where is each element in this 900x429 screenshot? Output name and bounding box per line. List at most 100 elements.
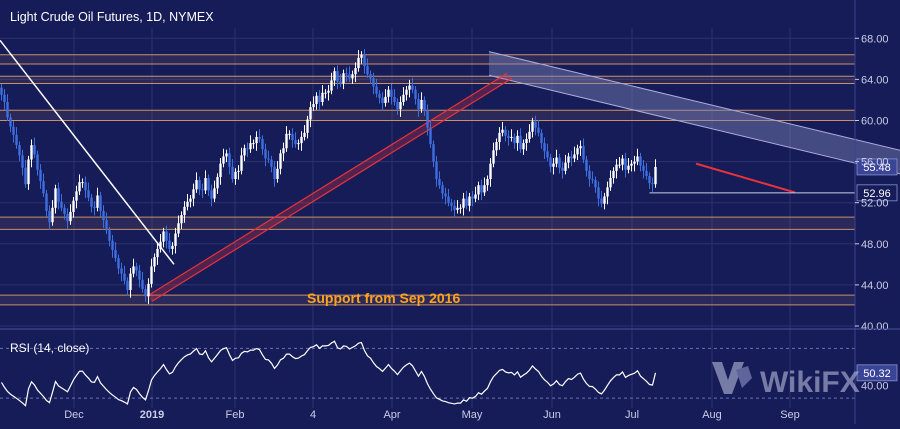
candle [591,171,594,184]
candle [108,226,111,247]
candle [414,86,417,105]
candle-body [522,143,525,150]
candle-body [384,96,387,104]
candle-body [255,136,258,144]
candle [429,119,432,148]
price-label: 52.96 [863,188,891,200]
y-tick-label: 44.00 [861,280,889,292]
candle-body [144,289,147,297]
candle-body [135,266,138,271]
candle-body [573,154,576,159]
candle [498,127,501,150]
candle [84,176,87,199]
candle [531,117,534,138]
candle [564,154,567,175]
y-tick-label: 64.00 [861,74,889,86]
candle-body [561,167,564,171]
candle [96,187,99,212]
candlesticks [0,49,657,304]
candle-body [603,196,606,204]
candle [372,72,375,95]
candle-body [54,188,57,208]
trendline-rising-red-lower [151,77,513,302]
x-tick-label: Sep [780,409,800,421]
candle-body [45,193,48,211]
rsi-value-box [856,364,898,382]
candle-body [498,132,501,143]
candle [516,130,519,151]
candle [9,113,12,133]
candle [189,194,192,208]
candle [258,129,261,143]
candle-body [651,183,654,185]
support-annotation: Support from Sep 2016 [307,290,460,306]
candle [69,204,72,225]
candle [441,181,444,200]
x-tick-label: 4 [310,409,316,421]
candle [594,176,597,193]
candle-body [39,169,42,182]
candle-body [480,185,483,193]
candle-body [57,188,60,202]
candle-body [645,170,648,176]
candle-body [594,180,597,188]
candle [405,86,408,101]
candle [525,133,528,151]
candle [225,149,228,163]
candle [102,205,105,228]
candle-body [642,165,645,171]
candle [333,67,336,87]
candle [210,184,213,207]
candle-body [363,54,366,67]
candle [633,155,636,172]
candle [552,157,555,175]
candle [264,143,267,167]
candle-body [177,223,180,234]
candle-body [123,273,126,281]
candle-body [150,266,153,284]
candle [477,181,480,201]
candle-body [540,132,543,144]
candle [315,92,318,110]
candle [420,92,423,113]
candle [513,133,516,149]
candle-body [537,127,540,133]
candle-body [576,148,579,155]
candle [450,199,453,212]
candle-body [582,146,585,160]
candle [246,142,249,157]
candle [378,90,381,104]
candle [396,98,399,115]
candle-body [525,138,528,144]
candle [549,153,552,173]
candle [132,258,135,278]
y-tick-label: 68.00 [861,33,889,45]
candle [393,89,396,106]
candle [72,197,75,218]
candle-body [213,188,216,199]
candle [597,181,600,207]
candle [63,204,66,220]
candle-body [648,175,651,184]
candle-body [555,157,558,164]
candle-body [462,198,465,208]
candle-body [375,86,378,94]
candle-body [243,148,246,156]
candle [615,159,618,179]
candle-body [369,74,372,79]
candle-body [33,145,36,155]
candle [81,178,84,188]
candle-body [147,283,150,297]
rsi-line [0,340,657,407]
candle [417,93,420,117]
candle [78,174,81,195]
candle-body [15,134,18,146]
candle-body [423,99,426,111]
candle-body [465,198,468,206]
candle [216,173,219,194]
candle [387,86,390,103]
candle-body [18,145,21,156]
candle-body [483,185,486,193]
